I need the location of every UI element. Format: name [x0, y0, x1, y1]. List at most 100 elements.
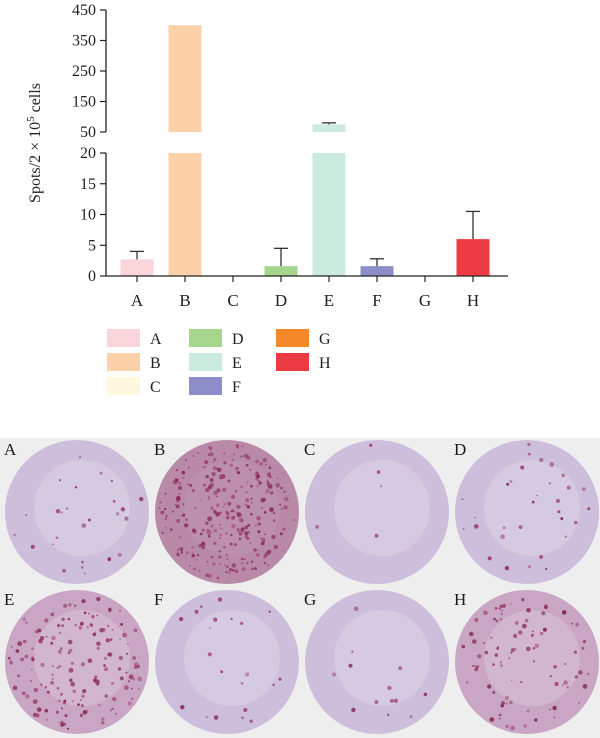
stained-spot	[532, 647, 536, 650]
legend-label: F	[232, 379, 241, 396]
stained-spot	[83, 611, 87, 614]
stained-spot	[462, 528, 465, 530]
stained-spot	[126, 642, 129, 645]
stained-spot	[246, 505, 250, 509]
well-photo-e: E	[0, 588, 150, 738]
stained-spot	[236, 504, 241, 509]
stained-spot	[87, 658, 93, 664]
stained-spot	[283, 505, 288, 510]
stained-spot	[58, 665, 62, 668]
stained-spot	[241, 562, 244, 565]
error-bar-d	[274, 247, 288, 267]
stained-spot	[127, 680, 131, 683]
stained-spot	[526, 646, 531, 652]
stained-spot	[30, 544, 35, 549]
stained-spot	[232, 516, 235, 519]
stained-spot	[64, 714, 68, 718]
bar-lower-segment	[312, 153, 346, 276]
stained-spot	[582, 684, 588, 689]
well-highlight	[34, 460, 130, 556]
stained-spot	[207, 516, 212, 522]
stained-spot	[234, 511, 236, 513]
stained-spot	[229, 463, 233, 467]
stained-spot	[230, 533, 233, 537]
x-tick-label: B	[179, 291, 190, 310]
stained-spot	[581, 487, 586, 492]
stained-spot	[31, 647, 34, 650]
stained-spot	[244, 503, 248, 507]
stained-spot	[474, 516, 477, 519]
stained-spot	[268, 466, 272, 470]
stained-spot	[496, 647, 499, 650]
x-tick-label: E	[324, 291, 334, 310]
stained-spot	[60, 511, 63, 514]
stained-spot	[539, 554, 544, 559]
stained-spot	[545, 567, 548, 571]
stained-spot	[492, 663, 495, 666]
stained-spot	[508, 657, 511, 660]
stained-spot	[582, 640, 587, 644]
stained-spot	[70, 661, 74, 665]
stained-spot	[93, 631, 97, 635]
stained-spot	[380, 485, 383, 488]
stained-spot	[510, 603, 513, 605]
stained-spot	[210, 555, 214, 559]
bar-a	[120, 259, 154, 276]
stained-spot	[239, 532, 243, 536]
stained-spot	[191, 488, 196, 493]
stained-spot	[206, 530, 212, 535]
x-tick-label: H	[467, 291, 479, 310]
stained-spot	[24, 654, 29, 659]
stained-spot	[332, 672, 337, 677]
stained-spot	[487, 684, 492, 689]
stained-spot	[229, 542, 233, 546]
stained-spot	[104, 694, 109, 698]
stained-spot	[187, 483, 190, 486]
stained-spot	[50, 641, 54, 645]
stained-spot	[82, 710, 88, 715]
stained-spot	[502, 526, 506, 530]
stained-spot	[114, 712, 117, 715]
stained-spot	[112, 499, 116, 503]
y-axis-title: Spots/2 × 105 cells	[25, 83, 44, 203]
stained-spot	[554, 681, 559, 687]
stained-spot	[132, 656, 137, 660]
stained-spot	[239, 518, 244, 523]
stained-spot	[555, 498, 560, 503]
stained-spot	[228, 567, 233, 572]
stained-spot	[45, 635, 48, 638]
stained-spot	[201, 545, 205, 550]
stained-spot	[275, 482, 281, 488]
bar-e	[312, 124, 346, 276]
stained-spot	[193, 567, 196, 571]
stained-spot	[499, 617, 503, 621]
stained-spot	[191, 546, 194, 549]
stained-spot	[573, 520, 578, 525]
stained-spot	[86, 626, 89, 629]
y-tick-label: 450	[72, 2, 96, 19]
stained-spot	[510, 679, 513, 682]
stained-spot	[46, 690, 50, 694]
stained-spot	[238, 537, 242, 540]
stained-spot	[518, 630, 523, 635]
stained-spot	[282, 527, 286, 531]
stained-spot	[530, 633, 534, 637]
stained-spot	[103, 664, 106, 667]
stained-spot	[509, 700, 513, 704]
stained-spot	[213, 490, 218, 496]
stained-spot	[256, 553, 260, 557]
stained-spot	[225, 532, 228, 535]
stained-spot	[200, 605, 203, 608]
stained-spot	[490, 636, 493, 640]
stained-spot	[176, 552, 180, 557]
stained-spot	[119, 609, 121, 612]
stained-spot	[575, 622, 580, 627]
stained-spot	[223, 546, 226, 549]
legend-label: C	[150, 379, 161, 396]
stained-spot	[120, 623, 123, 626]
stained-spot	[216, 495, 218, 498]
stained-spot	[63, 699, 67, 703]
stained-spot	[191, 553, 195, 558]
stained-spot	[225, 553, 229, 557]
